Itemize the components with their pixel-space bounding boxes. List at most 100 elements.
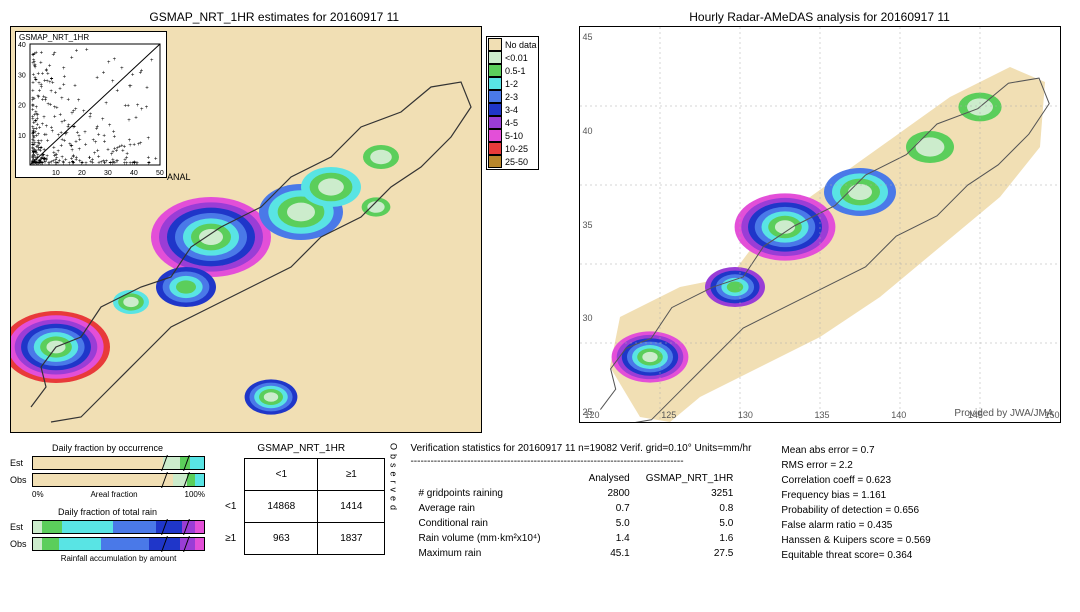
svg-text:+: + — [51, 52, 55, 58]
legend-row: <0.01 — [488, 51, 537, 64]
legend-row: 1-2 — [488, 77, 537, 90]
svg-text:+: + — [37, 145, 41, 151]
svg-text:+: + — [49, 160, 53, 166]
svg-text:+: + — [135, 161, 139, 167]
svg-text:+: + — [32, 135, 36, 141]
left-map-title: GSMAP_NRT_1HR estimates for 20160917 11 — [10, 10, 539, 24]
svg-text:+: + — [131, 72, 135, 78]
svg-text:+: + — [59, 143, 63, 149]
svg-text:+: + — [140, 69, 144, 75]
contingency: GSMAP_NRT_1HR <1 ≥1 <1 14868 1414 ≥1 963… — [217, 443, 398, 555]
occ-axis-c: Areal fraction — [90, 490, 137, 499]
cont-cell-10: 963 — [245, 523, 318, 555]
svg-text:+: + — [84, 143, 88, 149]
frac-row: Est — [10, 520, 205, 534]
svg-text:+: + — [93, 151, 97, 157]
lat-tick: 45 — [583, 32, 593, 42]
metric-line: Frequency bias = 1.161 — [781, 488, 930, 503]
occ-title: Daily fraction by occurrence — [10, 443, 205, 453]
svg-text:+: + — [38, 89, 42, 95]
svg-text:+: + — [108, 123, 112, 129]
stats-row: Maximum rain45.127.5 — [410, 546, 741, 561]
lat-tick: 35 — [583, 220, 593, 230]
svg-text:+: + — [134, 115, 138, 121]
contingency-title: GSMAP_NRT_1HR — [217, 443, 385, 454]
svg-text:+: + — [76, 130, 80, 136]
svg-text:+: + — [59, 130, 63, 136]
svg-text:+: + — [63, 138, 67, 144]
svg-text:+: + — [67, 98, 71, 104]
stats-row: Rain volume (mm·km²x10⁴)1.41.6 — [410, 531, 741, 546]
svg-text:+: + — [62, 82, 66, 88]
svg-text:+: + — [37, 132, 41, 138]
svg-text:+: + — [89, 160, 93, 166]
svg-text:+: + — [46, 71, 50, 77]
svg-text:+: + — [102, 133, 106, 139]
svg-text:+: + — [31, 89, 35, 95]
svg-text:+: + — [103, 140, 107, 146]
svg-text:+: + — [45, 124, 49, 130]
svg-text:30: 30 — [104, 170, 112, 177]
svg-text:+: + — [35, 161, 39, 167]
svg-text:+: + — [62, 66, 66, 72]
svg-text:+: + — [53, 114, 57, 120]
svg-text:+: + — [33, 148, 37, 154]
total-title: Daily fraction of total rain — [10, 507, 205, 517]
svg-text:+: + — [111, 79, 115, 85]
svg-text:+: + — [74, 157, 78, 163]
svg-text:+: + — [112, 130, 116, 136]
svg-text:+: + — [123, 158, 127, 164]
lon-tick: 140 — [891, 410, 906, 420]
svg-text:+: + — [78, 138, 82, 144]
svg-text:40: 40 — [18, 42, 26, 49]
svg-text:+: + — [101, 117, 105, 123]
svg-text:20: 20 — [78, 170, 86, 177]
svg-text:+: + — [50, 129, 54, 135]
svg-text:+: + — [51, 81, 55, 87]
svg-text:+: + — [41, 72, 45, 78]
stats-table: Analysed GSMAP_NRT_1HR # gridpoints rain… — [410, 471, 741, 561]
cont-col-1: ≥1 — [318, 459, 385, 491]
svg-text:+: + — [42, 148, 46, 154]
svg-text:+: + — [77, 98, 81, 104]
stats-col-1: GSMAP_NRT_1HR — [638, 471, 742, 486]
svg-text:+: + — [128, 143, 132, 149]
svg-text:+: + — [128, 161, 132, 167]
metric-line: Mean abs error = 0.7 — [781, 443, 930, 458]
metric-line: RMS error = 2.2 — [781, 458, 930, 473]
legend-row: 0.5-1 — [488, 64, 537, 77]
left-map-panel: GSMAP_NRT_1HR estimates for 20160917 11 … — [10, 10, 539, 433]
svg-text:+: + — [39, 61, 43, 67]
svg-text:+: + — [96, 148, 100, 154]
cont-cell-01: 1414 — [318, 491, 385, 523]
svg-text:+: + — [32, 72, 36, 78]
svg-text:+: + — [145, 105, 149, 111]
occ-axis-l: 0% — [32, 490, 44, 499]
frac-row: Obs — [10, 537, 205, 551]
svg-text:+: + — [59, 113, 63, 119]
svg-text:+: + — [89, 112, 93, 118]
top-row: GSMAP_NRT_1HR estimates for 20160917 11 … — [10, 10, 1070, 433]
lat-tick: 40 — [583, 126, 593, 136]
cont-cell-00: 14868 — [245, 491, 318, 523]
svg-text:+: + — [116, 159, 120, 165]
svg-text:+: + — [145, 85, 149, 91]
stats-block: Verification statistics for 20160917 11 … — [410, 443, 1070, 563]
legend: No data<0.010.5-11-22-33-44-55-1010-2525… — [486, 36, 539, 170]
svg-text:+: + — [97, 133, 101, 139]
metric-line: Correlation coeff = 0.623 — [781, 473, 930, 488]
legend-row: 2-3 — [488, 90, 537, 103]
svg-text:+: + — [126, 104, 130, 110]
lat-tick: 25 — [583, 407, 593, 417]
svg-text:+: + — [154, 157, 158, 163]
svg-text:+: + — [32, 142, 36, 148]
stats-row: Average rain0.70.8 — [410, 501, 741, 516]
total-axis: Rainfall accumulation by amount — [61, 554, 177, 563]
stats-col-0: Analysed — [581, 471, 638, 486]
svg-text:+: + — [32, 58, 36, 64]
svg-text:+: + — [83, 130, 87, 136]
fraction-block: Daily fraction by occurrence Est Obs 0% A… — [10, 443, 205, 563]
svg-text:+: + — [95, 76, 99, 82]
svg-text:+: + — [113, 57, 117, 63]
svg-text:40: 40 — [130, 170, 138, 177]
